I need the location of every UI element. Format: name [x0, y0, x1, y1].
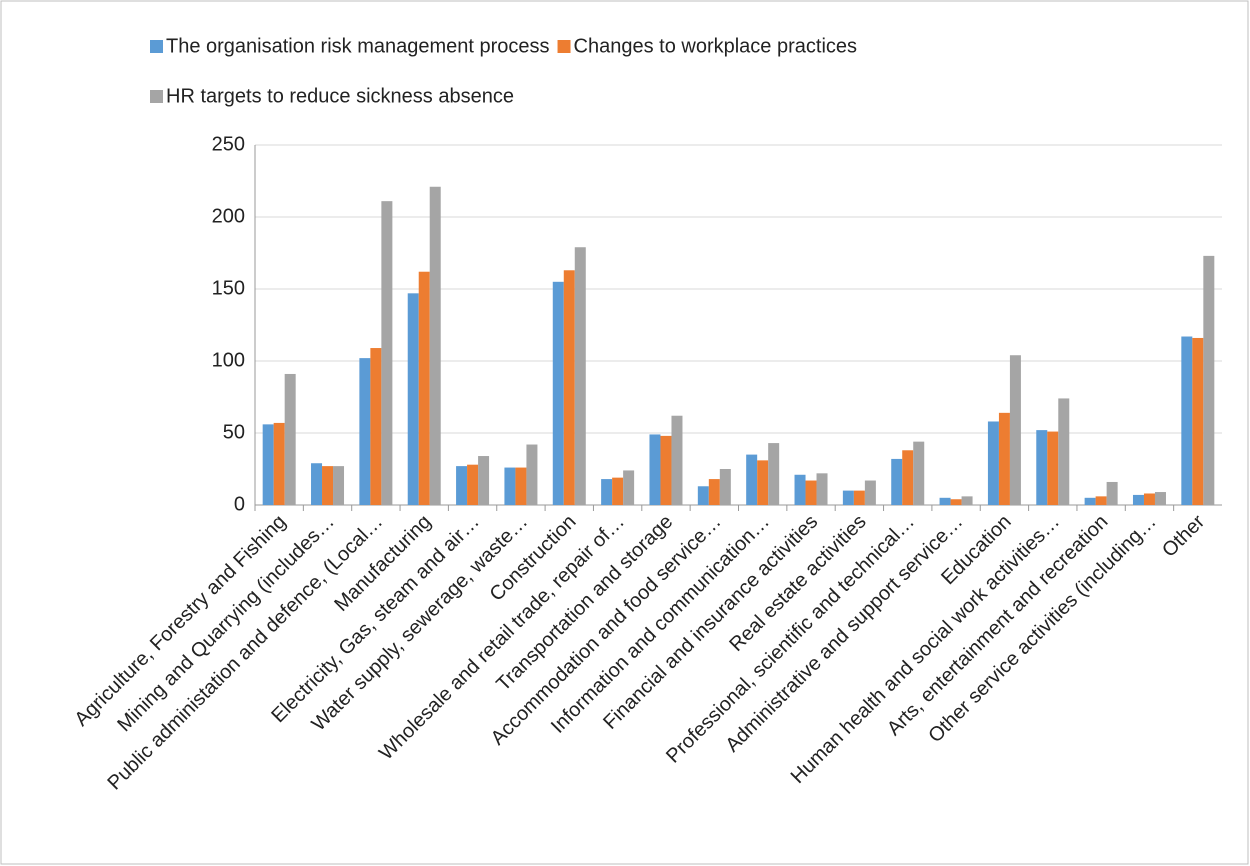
bar — [816, 473, 828, 505]
bar — [1106, 481, 1118, 505]
bar — [1203, 255, 1215, 505]
bar — [1132, 494, 1144, 505]
bar — [864, 480, 876, 505]
y-tick-label: 50 — [223, 421, 245, 443]
bar — [1036, 430, 1048, 505]
bar — [381, 201, 393, 505]
legend-swatch — [150, 40, 163, 53]
bar — [671, 415, 683, 505]
bar — [526, 444, 538, 505]
bar — [649, 434, 661, 505]
y-tick-label: 250 — [212, 133, 245, 155]
bar — [418, 271, 430, 505]
bar — [746, 454, 758, 505]
bar — [407, 293, 419, 505]
legend-label: The organisation risk management process — [166, 35, 550, 57]
bar — [853, 490, 865, 505]
bar — [1084, 497, 1096, 505]
bar — [478, 456, 490, 505]
bar — [429, 186, 441, 505]
bar — [708, 479, 720, 505]
bar — [939, 497, 951, 505]
y-tick-label: 100 — [212, 349, 245, 371]
bar — [1181, 336, 1193, 505]
bar — [574, 247, 586, 506]
bar — [456, 466, 468, 505]
bar — [552, 281, 564, 505]
bar — [697, 486, 709, 505]
bar — [1047, 431, 1059, 505]
legend-swatch — [150, 90, 163, 103]
bar — [1192, 337, 1204, 505]
bar — [515, 467, 527, 505]
bar — [913, 441, 925, 505]
bar — [1058, 398, 1070, 505]
bar — [902, 450, 914, 505]
legend-swatch — [557, 40, 571, 53]
bar — [660, 435, 672, 505]
bar — [1143, 493, 1155, 505]
bar — [563, 270, 575, 505]
bar — [623, 470, 635, 505]
y-tick-label: 150 — [212, 277, 245, 299]
bar — [1095, 496, 1107, 505]
bar — [805, 480, 817, 505]
bar — [719, 469, 731, 505]
bar — [757, 460, 769, 505]
bar — [322, 466, 334, 505]
bar — [768, 443, 780, 505]
y-tick-label: 0 — [234, 493, 245, 515]
bar — [311, 463, 323, 505]
bar — [273, 422, 285, 505]
bar — [504, 467, 516, 505]
bar — [1154, 492, 1166, 505]
legend-label: Changes to workplace practices — [574, 35, 857, 57]
bar — [467, 464, 479, 505]
bar — [370, 348, 382, 505]
bar — [262, 424, 274, 505]
bar — [950, 499, 962, 505]
y-tick-label: 200 — [212, 205, 245, 227]
bar — [601, 479, 613, 505]
legend-label: HR targets to reduce sickness absence — [166, 85, 514, 107]
bar — [987, 421, 999, 505]
bar — [359, 358, 371, 505]
bar — [1009, 355, 1021, 505]
bar — [333, 466, 345, 505]
bar — [284, 373, 296, 505]
bar — [842, 490, 854, 505]
bar — [794, 474, 806, 505]
bar — [612, 477, 624, 505]
bar — [891, 458, 903, 505]
bar — [961, 496, 973, 505]
bar — [998, 412, 1010, 505]
